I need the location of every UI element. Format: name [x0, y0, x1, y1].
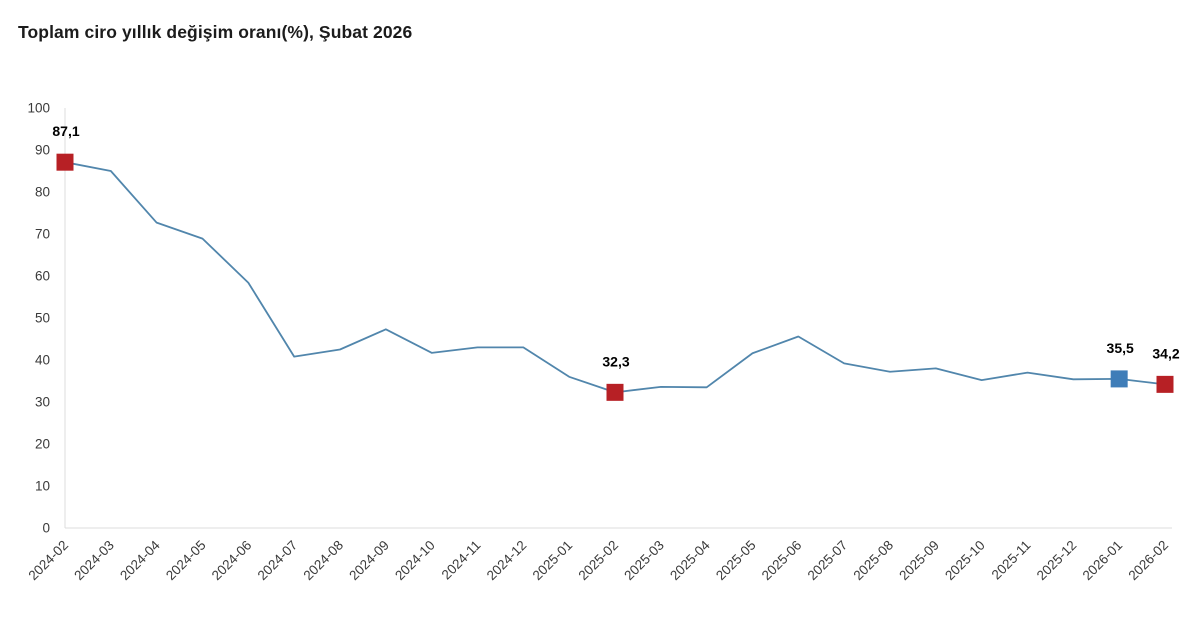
x-tick-label: 2025-04: [667, 537, 713, 583]
y-tick-label: 70: [35, 227, 50, 242]
highlight-marker: [1110, 370, 1128, 388]
x-tick-label: 2024-04: [117, 537, 163, 583]
x-tick-label: 2025-09: [896, 538, 942, 584]
x-tick-label: 2025-03: [621, 538, 667, 584]
highlight-marker: [56, 153, 74, 171]
point-value-label: 35,5: [1107, 340, 1134, 356]
x-tick-label: 2025-10: [942, 538, 988, 584]
highlight-marker: [606, 383, 624, 401]
x-tick-label: 2026-01: [1080, 538, 1126, 584]
y-tick-label: 90: [35, 143, 50, 158]
x-tick-label: 2024-03: [71, 538, 117, 584]
chart-title: Toplam ciro yıllık değişim oranı(%), Şub…: [18, 22, 413, 42]
x-tick-label: 2024-10: [392, 538, 438, 584]
y-tick-label: 80: [35, 185, 50, 200]
x-tick-label: 2024-09: [346, 538, 392, 584]
y-tick-label: 60: [35, 269, 50, 284]
point-value-label: 87,1: [52, 123, 79, 139]
x-tick-label: 2024-02: [25, 538, 71, 584]
x-tick-label: 2025-02: [575, 538, 621, 584]
x-tick-label: 2025-06: [759, 538, 805, 584]
y-tick-label: 0: [42, 521, 50, 536]
y-tick-label: 20: [35, 437, 50, 452]
x-tick-label: 2025-05: [713, 538, 759, 584]
x-tick-label: 2024-08: [300, 538, 346, 584]
x-tick-label: 2024-11: [439, 538, 484, 583]
x-tick-label: 2024-07: [255, 538, 301, 584]
x-tick-label: 2025-12: [1034, 538, 1080, 584]
x-tick-label: 2024-05: [163, 538, 209, 584]
x-tick-label: 2024-06: [209, 538, 255, 584]
x-tick-label: 2025-11: [989, 538, 1034, 583]
y-tick-label: 10: [35, 479, 50, 494]
y-tick-label: 30: [35, 395, 50, 410]
x-tick-label: 2024-12: [484, 538, 530, 584]
x-tick-label: 2026-02: [1125, 538, 1171, 584]
x-tick-label: 2025-08: [850, 538, 896, 584]
y-tick-label: 50: [35, 311, 50, 326]
x-tick-label: 2025-01: [530, 538, 576, 584]
point-value-label: 34,2: [1152, 345, 1179, 361]
y-tick-label: 100: [27, 101, 50, 116]
y-tick-label: 40: [35, 353, 50, 368]
x-tick-label: 2025-07: [805, 538, 851, 584]
highlight-marker: [1156, 375, 1174, 393]
point-value-label: 32,3: [602, 353, 629, 369]
